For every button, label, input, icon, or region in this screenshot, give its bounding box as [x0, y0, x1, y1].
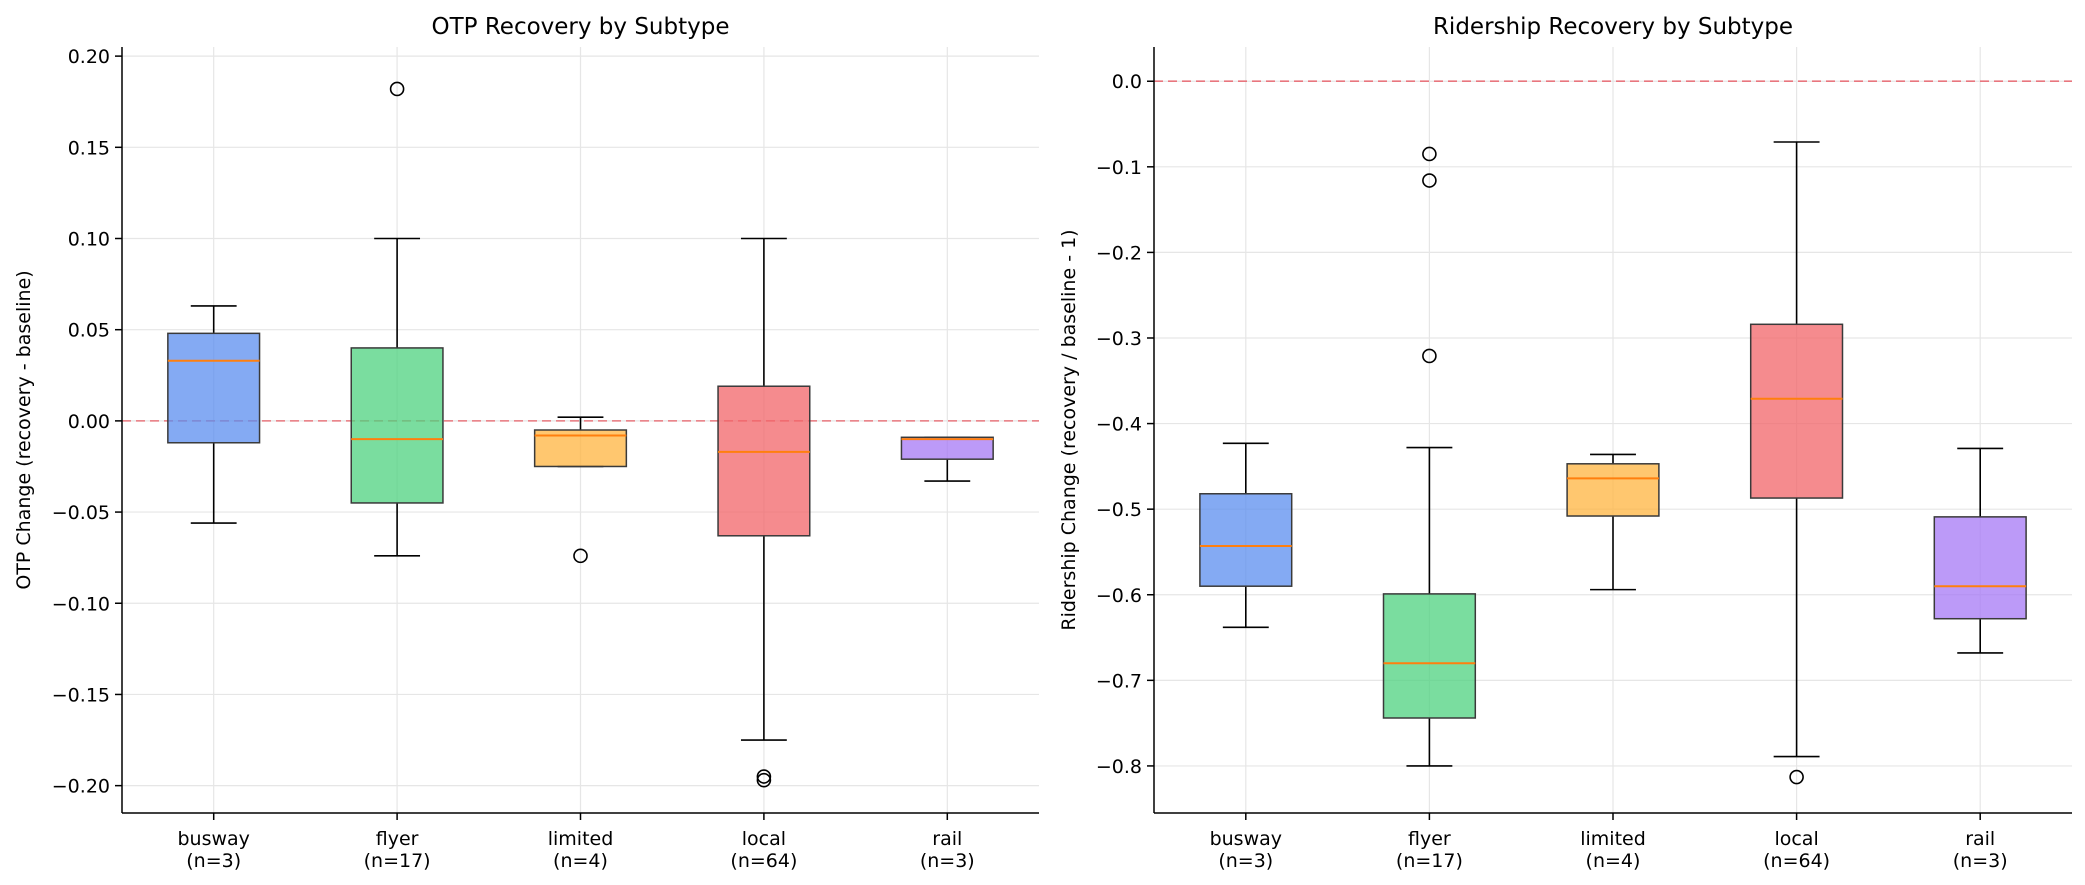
box-busway [167, 305, 261, 524]
y-tick-label: −0.3 [1096, 328, 1142, 350]
x-tick-sample-size: (n=3) [1953, 850, 2008, 872]
x-tick-label: flyer [1408, 828, 1451, 850]
y-tick-label: −0.05 [52, 502, 110, 524]
y-tick-label: −0.15 [52, 684, 110, 706]
box-local [717, 237, 811, 788]
iqr-box [1749, 323, 1844, 499]
y-tick-label: −0.2 [1096, 242, 1142, 264]
ridership-recovery-chart: −0.8 −0.7 −0.6 −0.5 −0.4 −0.3 −0.2 −0.1 0.0 buswa… [1058, 14, 2072, 872]
box-rail [1933, 447, 2027, 654]
box-busway [1199, 442, 1293, 629]
chart-title: Ridership Recovery by Subtype [1433, 14, 1793, 40]
y-tick-label: −0.10 [52, 593, 110, 615]
y-tick-label: 0.0 [1112, 71, 1142, 93]
x-tick-label: rail [1965, 828, 1995, 850]
x-tick-label: local [1774, 828, 1818, 850]
iqr-box [350, 347, 444, 504]
x-tick-sample-size: (n=3) [1218, 850, 1273, 872]
outlier-point [1422, 173, 1437, 188]
x-tick-sample-size: (n=17) [364, 850, 431, 872]
y-tick-label: −0.20 [52, 776, 110, 798]
x-tick-sample-size: (n=64) [1763, 850, 1830, 872]
y-tick-label: 0.00 [68, 411, 110, 433]
y-tick-label: −0.5 [1096, 499, 1142, 521]
outlier-point [573, 548, 588, 564]
x-tick-sample-size: (n=17) [1396, 850, 1463, 872]
box-flyer [350, 81, 444, 557]
chart-title: OTP Recovery by Subtype [432, 14, 730, 40]
iqr-box [1382, 593, 1477, 719]
y-tick-label: −0.1 [1096, 157, 1142, 179]
y-tick-label: 0.20 [68, 46, 110, 68]
x-tick-sample-size: (n=64) [730, 850, 797, 872]
box-local [1749, 141, 1844, 785]
x-tick-sample-size: (n=4) [1586, 850, 1641, 872]
outlier-point [1789, 769, 1804, 785]
outlier-point [756, 772, 772, 788]
grid [1154, 47, 2072, 813]
y-axis-label: OTP Change (recovery - baseline) [13, 270, 35, 589]
x-tick-sample-size: (n=3) [920, 850, 975, 872]
y-tick-label: −0.6 [1096, 585, 1142, 607]
y-tick-label: −0.4 [1096, 414, 1142, 436]
y-tick-label: 0.05 [68, 320, 110, 342]
y-tick-label: −0.8 [1096, 756, 1142, 778]
box-flyer [1382, 146, 1477, 767]
box-limited [1566, 453, 1660, 591]
y-tick-label: 0.15 [68, 137, 110, 159]
box-rail [900, 436, 994, 482]
outlier-point [1422, 146, 1437, 162]
x-tick-sample-size: (n=3) [186, 850, 241, 872]
iqr-box [167, 332, 261, 444]
y-tick-label: −0.7 [1096, 670, 1142, 692]
iqr-box [900, 436, 994, 460]
y-tick-label: 0.10 [68, 229, 110, 251]
x-tick-label: busway [177, 828, 249, 850]
x-tick-label: rail [932, 828, 962, 850]
iqr-box [1199, 493, 1293, 587]
x-tick-label: limited [548, 828, 614, 850]
x-tick-label: flyer [376, 828, 419, 850]
x-tick-label: limited [1580, 828, 1646, 850]
x-tick-sample-size: (n=4) [553, 850, 608, 872]
outlier-point [756, 769, 772, 784]
x-tick-label: local [742, 828, 786, 850]
outlier-point [389, 81, 405, 97]
outlier-point [1422, 348, 1437, 364]
iqr-box [1933, 516, 2027, 620]
box-limited [533, 416, 628, 564]
iqr-box [717, 385, 811, 537]
iqr-box [1566, 463, 1660, 517]
y-axis-label: Ridership Change (recovery / baseline - … [1058, 229, 1080, 630]
otp-recovery-chart: −0.20 −0.15 −0.10 −0.05 0.00 0.05 0.10 0.15 0.20… [13, 14, 1039, 872]
x-tick-label: busway [1210, 828, 1282, 850]
